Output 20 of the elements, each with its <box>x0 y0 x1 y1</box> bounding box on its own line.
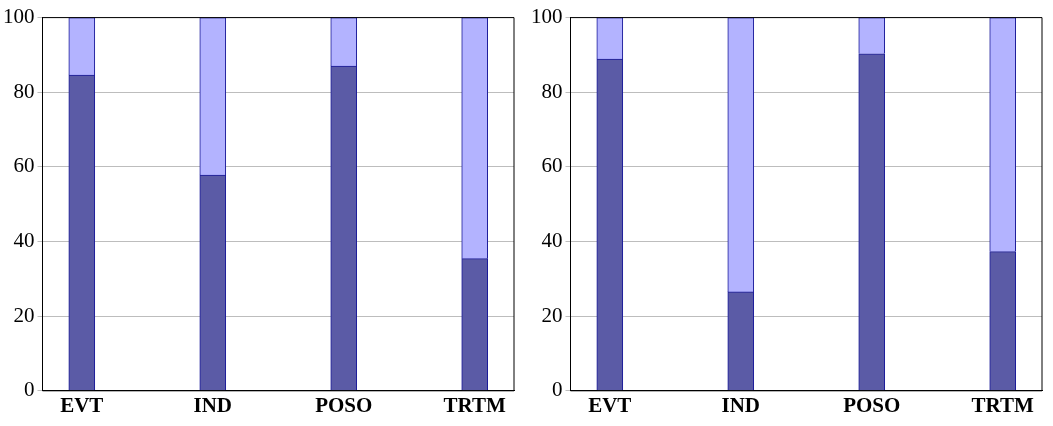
x-tick-label: POSO <box>843 392 901 417</box>
y-tick-label: 100 <box>3 4 35 29</box>
x-tick-label: EVT <box>588 392 632 417</box>
y-tick-label: 60 <box>13 153 35 178</box>
y-tick-label: 60 <box>541 153 563 178</box>
y-tick-label: 0 <box>552 377 563 402</box>
x-tick-label: TRTM <box>443 392 507 417</box>
x-tick-label: IND <box>193 392 233 417</box>
y-tick-label: 40 <box>541 228 563 253</box>
y-tick-label: 20 <box>541 302 563 327</box>
y-tick-label: 100 <box>531 4 563 29</box>
x-tick-label: TRTM <box>971 392 1035 417</box>
y-tick-label: 80 <box>13 78 35 103</box>
y-tick-label: 40 <box>13 228 35 253</box>
x-tick-label: IND <box>721 392 761 417</box>
x-tick-label: EVT <box>60 392 104 417</box>
y-tick-label: 0 <box>24 377 35 402</box>
x-tick-label: POSO <box>315 392 373 417</box>
y-tick-label: 20 <box>13 302 35 327</box>
y-tick-label: 80 <box>541 78 563 103</box>
